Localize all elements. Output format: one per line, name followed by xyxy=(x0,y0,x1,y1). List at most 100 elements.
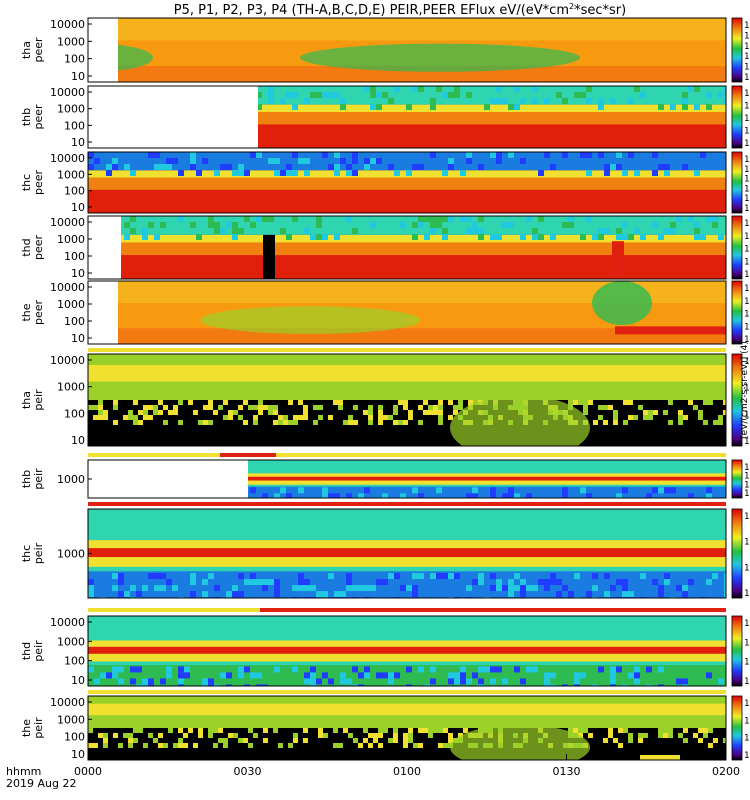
colorbar-tick-label: 104 xyxy=(744,636,750,648)
status-bar xyxy=(220,453,276,457)
ytick-label: 1000 xyxy=(57,381,85,394)
panel-tha-peer: thapeer 10000 1000 100 10 108107106105104103 xyxy=(20,17,750,83)
ylabel-line: peer xyxy=(32,300,45,326)
spectrogram-image xyxy=(88,281,726,344)
colorbar-tick-label: 104 xyxy=(744,714,750,726)
ylabel-line: peir xyxy=(32,640,45,662)
ylabel-line: thc xyxy=(20,545,33,562)
panel-thb-peer: thbpeer10000100010010108106104102100 xyxy=(20,85,750,149)
colorbar-tick-label: 104 xyxy=(744,243,750,255)
spectrogram-image xyxy=(88,616,726,686)
ytick-label: 100 xyxy=(64,655,85,668)
ytick-label: 10000 xyxy=(50,86,85,99)
spectrogram-image xyxy=(88,86,726,148)
panel-thd-peer: thdpeer10000100010010108106104102100 xyxy=(20,215,750,280)
ytick-label: 100 xyxy=(64,53,85,66)
colorbar-tick-label: 104 xyxy=(744,478,750,490)
ytick-label: 1000 xyxy=(57,168,85,181)
ylabel-line: peir xyxy=(32,389,45,411)
spectrogram-image xyxy=(88,460,726,498)
panel-tha-peir: thapeir 10000 1000 100 10 106 104 102 100 xyxy=(20,353,750,447)
panel-frame xyxy=(87,353,727,447)
panel-ylabel: thbpeer xyxy=(20,104,45,130)
colorbar-tick-label: 104 xyxy=(744,308,750,320)
panel-ylabel: thdpeer xyxy=(20,235,45,261)
colorbar-tick-label: 104 xyxy=(744,382,750,394)
colorbar-tick-label: 106 xyxy=(744,230,750,242)
panel-ylabel: thcpeir xyxy=(20,542,45,564)
colorbar-tick-label: 108 xyxy=(744,87,750,99)
ylabel-line: thb xyxy=(20,470,33,488)
ylabel-line: tha xyxy=(20,41,33,59)
colorbar-tick-label: 102 xyxy=(744,320,750,332)
colorbar-tick-label: 106 xyxy=(744,295,750,307)
colorbar-tick-label: 102 xyxy=(744,732,750,744)
ytick-label: 10000 xyxy=(50,696,85,709)
colorbar-tick-label: 104 xyxy=(744,61,750,73)
ytick-label: 10000 xyxy=(50,281,85,294)
colorbar-tick-label: 102 xyxy=(744,255,750,267)
ytick-label: 1000 xyxy=(57,713,85,726)
panel-thb-peir: thbpeir 1000 108106104102 xyxy=(20,459,750,499)
ytick-label: 1000 xyxy=(57,233,85,246)
colorbar xyxy=(731,353,743,447)
ylabel-line: thd xyxy=(20,238,33,256)
colorbar-tick-label: 108 xyxy=(744,282,750,294)
colorbar xyxy=(731,280,743,345)
panel-thc-peir: thcpeir 1000 106 104 102 100 xyxy=(20,508,750,599)
colorbar-tick-label: 106 xyxy=(744,697,750,709)
panel-ylabel: thapeer xyxy=(20,37,45,63)
ytick-label: 100 xyxy=(64,407,85,420)
colorbar-tick-label: 100 xyxy=(744,137,750,149)
xtick-label: 0200 xyxy=(712,765,740,778)
xtick-label: 0030 xyxy=(234,765,262,778)
spectrogram-image xyxy=(88,216,726,279)
colorbar-tick-label: 105 xyxy=(744,173,750,185)
xtick-label: 0130 xyxy=(553,765,581,778)
colorbar-tick-label: 100 xyxy=(744,675,750,687)
colorbar-tick-label: 100 xyxy=(744,435,750,447)
ytick-label: 1000 xyxy=(57,35,85,48)
spectrogram-image xyxy=(88,18,726,82)
colorbar-unit-label: [eV/(cm2-s-sr-eV)] (4) xyxy=(740,341,750,439)
ytick-label: 1000 xyxy=(57,635,85,648)
colorbar xyxy=(731,85,743,149)
ytick-label: 100 xyxy=(64,731,85,744)
colorbar-tick-label: 102 xyxy=(744,202,750,214)
ylabel-line: thb xyxy=(20,108,33,126)
colorbar-tick-label: 102 xyxy=(744,408,750,420)
ylabel-line: the xyxy=(20,719,33,737)
colorbar-tick-label: 100 xyxy=(744,749,750,761)
ytick-label: 10000 xyxy=(50,18,85,31)
ytick-label: 10000 xyxy=(50,616,85,629)
status-bar xyxy=(88,348,726,352)
ytick-label: 10 xyxy=(71,434,85,447)
colorbar-tick-label: 100 xyxy=(744,333,750,345)
ylabel-line: peer xyxy=(32,170,45,196)
status-bar xyxy=(88,453,726,457)
colorbar-tick-label: 102 xyxy=(744,561,750,573)
ylabel-line: peir xyxy=(32,468,45,490)
colorbar-tick-label: 106 xyxy=(744,355,750,367)
colorbar-tick-label: 103 xyxy=(744,71,750,83)
colorbar-tick-label: 105 xyxy=(744,50,750,62)
ytick-label: 100 xyxy=(64,185,85,198)
ytick-label: 10 xyxy=(71,332,85,345)
colorbar xyxy=(731,615,743,687)
colorbar-tick-label: 108 xyxy=(744,461,750,473)
ylabel-line: peir xyxy=(32,717,45,739)
panel-the-peir: thepeir 10000 1000 100 10 106 104 102 100 xyxy=(20,695,750,761)
panel-frame xyxy=(87,615,727,687)
colorbar-tick-label: 106 xyxy=(744,100,750,112)
ylabel-line: peer xyxy=(32,235,45,261)
figure-title: P5, P1, P2, P3, P4 (TH-A,B,C,D,E) PEIR,P… xyxy=(174,2,626,18)
colorbar-tick-label: 106 xyxy=(744,470,750,482)
spectrogram-image xyxy=(88,509,726,598)
panel-thc-peer: thcpeer 10000 1000 100 10 107106105104103102 xyxy=(20,151,750,214)
spectrogram-image xyxy=(88,696,726,760)
colorbar xyxy=(731,215,743,280)
panel-ylabel: thcpeer xyxy=(20,170,45,196)
xtick-label: 0100 xyxy=(393,765,421,778)
ylabel-line: peer xyxy=(32,37,45,63)
panel-frame xyxy=(87,215,727,280)
